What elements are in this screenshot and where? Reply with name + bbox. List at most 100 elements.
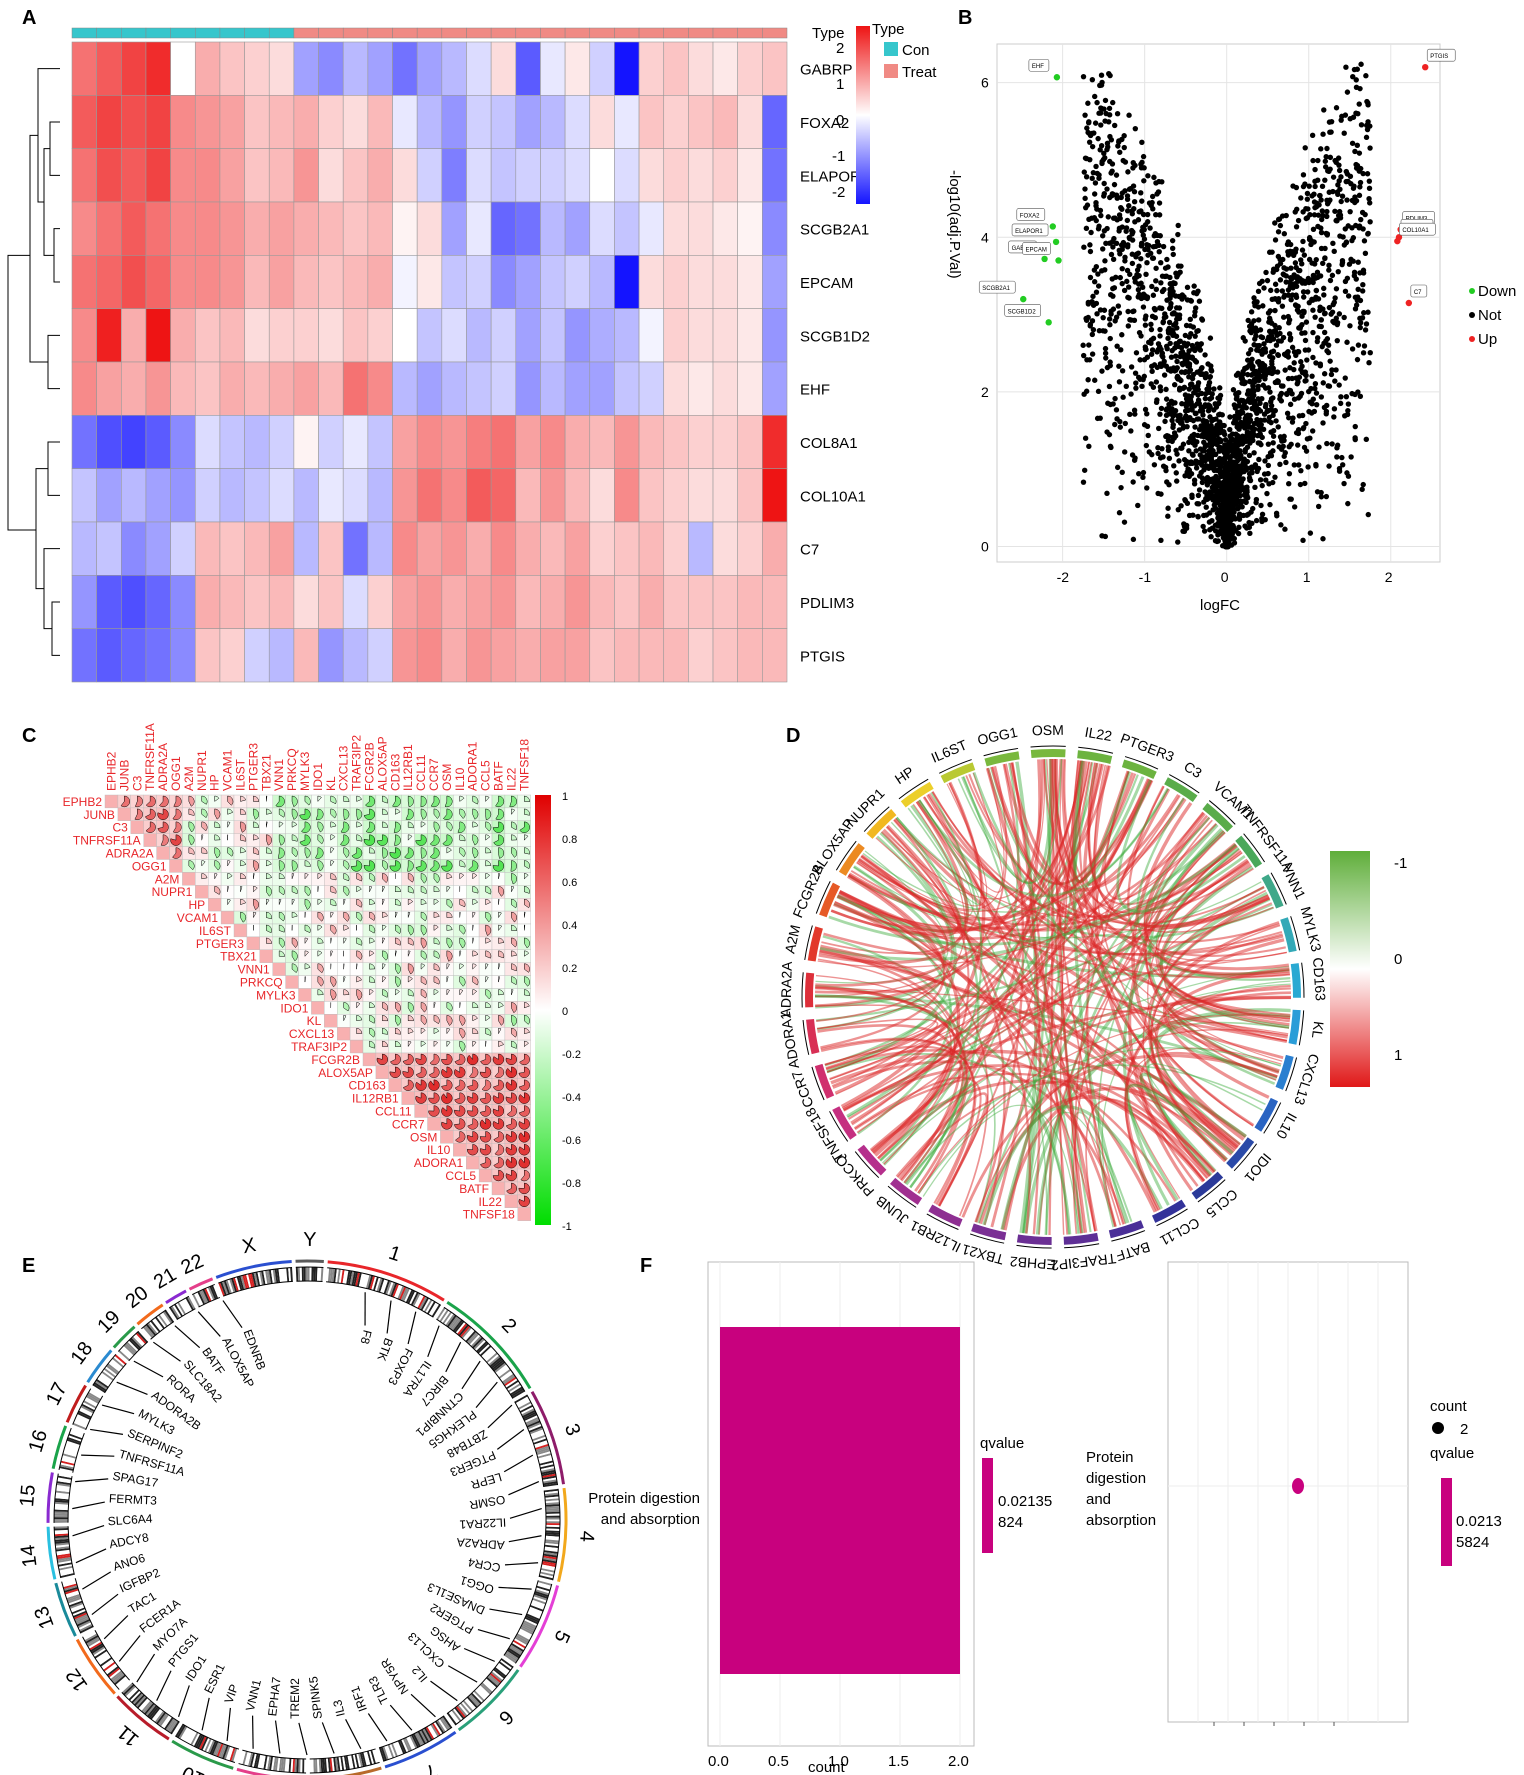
point-not [1187,316,1193,323]
chord-tick-arc [1243,833,1266,863]
point-not [1259,278,1265,284]
chromosome-band [351,1271,357,1286]
chromosome-band [331,1268,335,1283]
point-not [1343,168,1350,175]
point-not [1165,505,1171,511]
point-not [1108,251,1115,258]
point-not [1180,353,1186,360]
chord-ribbon [904,1064,1266,1185]
heatmap-cell [564,628,591,683]
point-not [1134,267,1141,273]
heatmap-cell [540,255,566,309]
heatmap-cell [170,575,196,629]
heatmap-cell [367,41,393,96]
heatmap-cell [268,95,295,149]
chromosome-band [402,1738,411,1752]
heatmap-cell [515,201,541,256]
point-not [1285,292,1292,298]
corr-glyph [472,795,479,805]
heatmap-cell [219,201,245,256]
chord-tick-arc [887,1185,917,1208]
chromosome-label: 1 [386,1242,403,1266]
corr-col-label: OGG1 [169,756,183,791]
point-not [1232,500,1238,506]
point-not [1118,242,1125,248]
chromosome-outline [446,1658,514,1726]
corr-glyph [330,873,337,881]
chord-sector [807,926,823,962]
point-not [1101,190,1108,197]
point-not [1140,469,1147,476]
corr-glyph [214,847,221,859]
corr-glyph [356,886,362,893]
corr-row-label: BATF [459,1182,489,1196]
chord-ribbon [1000,823,1219,1230]
heatmap-cell [342,95,369,149]
chromosome-band [389,1743,396,1758]
corr-glyph [304,924,311,933]
corr-glyph [454,1079,466,1091]
heatmap-cell [737,201,763,256]
heatmap-cell [293,95,319,149]
corr-glyph [343,976,346,983]
corr-glyph [446,976,449,983]
corr-glyph [214,808,221,820]
point-not [1185,351,1191,358]
corr-glyph [240,847,246,854]
point-not [1095,283,1102,289]
point-not [1355,286,1361,292]
point-not [1200,523,1206,530]
point-not [1365,511,1371,518]
point-not [1301,294,1307,300]
chromosome-band [363,1751,369,1766]
point-not [1102,267,1108,273]
chord-ribbon [922,796,1251,918]
point-not [1158,260,1164,266]
corr-glyph [395,989,400,996]
heatmap-cell [219,521,245,576]
corr-col-label: NUPR1 [195,750,209,791]
point-not [1270,348,1277,354]
chromosome-band [427,1301,436,1315]
point-not [1311,212,1318,218]
corr-glyph [433,821,440,833]
chromosome-band [522,1621,536,1630]
chord-ribbon [861,768,1005,911]
corr-glyph [492,860,505,872]
corr-glyph [240,886,243,892]
chord-tick-arc [1197,1179,1226,1203]
chromosome-band [545,1509,560,1513]
heatmap-cell [441,628,467,683]
corr-glyph [420,911,427,922]
point-not [1212,528,1219,534]
chromosome-band [510,1386,523,1396]
corr-glyph [343,937,347,945]
heatmap-cell [244,628,270,683]
chord-ribbon [862,788,1169,913]
corr-glyph [343,795,350,802]
chromosome-band [523,1620,537,1628]
chromosome-band [469,1694,481,1706]
heatmap-cell [564,148,591,203]
point-not [1326,189,1332,195]
corr-glyph [446,886,451,893]
point-not [1080,342,1086,348]
heatmap-cell [540,41,566,96]
heatmap-cell [342,148,369,203]
type-annotation-cell [121,27,147,39]
point-not [1093,300,1100,307]
corr-glyph [253,860,259,872]
point-not [1111,122,1118,129]
heatmap-cell [589,415,615,469]
point-not [1119,368,1126,374]
corr-glyph [330,834,336,841]
point-not [1257,477,1264,483]
chord-ribbon [1125,991,1291,1211]
point-not [1347,173,1354,180]
corr-glyph [433,1027,440,1035]
corr-row-label: OSM [410,1130,437,1144]
point-not [1307,435,1313,441]
point-not [1320,260,1326,266]
corr-glyph [266,886,272,897]
point-not [1173,433,1179,439]
